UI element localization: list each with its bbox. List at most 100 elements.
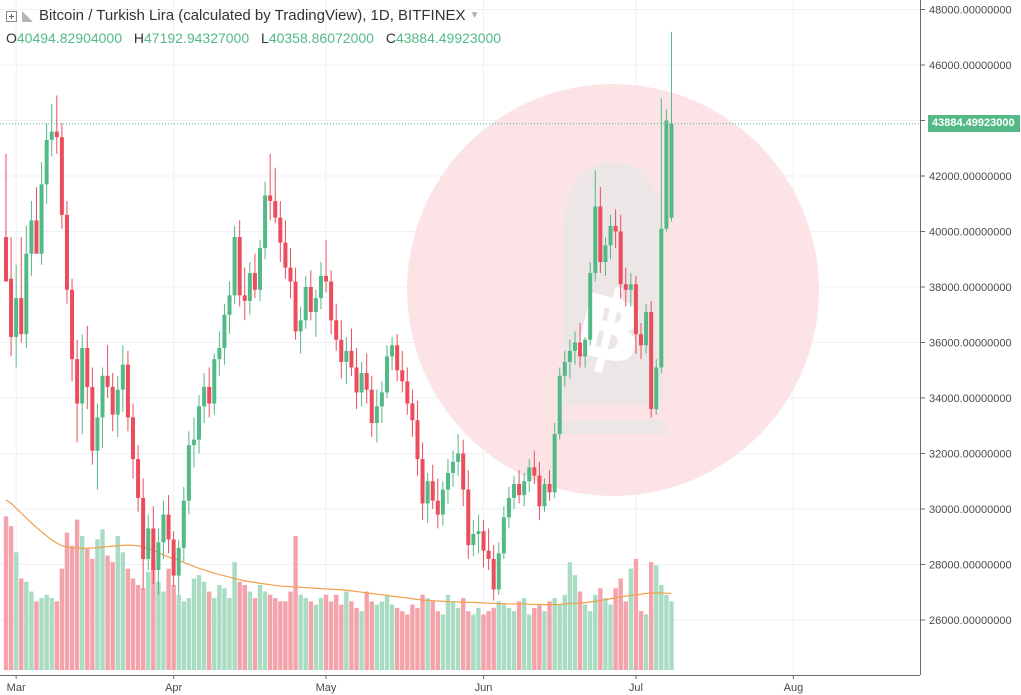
candle-body (100, 375, 105, 418)
caret-down-icon[interactable]: ▼ (469, 10, 480, 21)
candle-body (141, 497, 146, 559)
candle-body (628, 284, 633, 290)
candle (44, 123, 49, 204)
volume-bar (273, 598, 278, 670)
volume-bar (267, 594, 273, 670)
candle (293, 267, 298, 340)
candle (496, 542, 501, 596)
high-label: H (133, 30, 145, 46)
candle (339, 320, 344, 379)
volume-bar (90, 558, 95, 670)
candle (369, 375, 374, 437)
volume-bar (527, 614, 532, 670)
candle-body (491, 558, 496, 590)
candle (659, 98, 664, 374)
volume-bar (618, 578, 623, 670)
volume-bar (196, 575, 202, 670)
candle (385, 345, 389, 398)
candle (29, 200, 34, 276)
candle-body (364, 373, 369, 390)
volume-bar (34, 601, 39, 670)
price-tick-label: 36000.00000000 (929, 338, 1012, 350)
candle-body (39, 184, 44, 254)
candle-body (451, 461, 456, 473)
candle-body (572, 342, 577, 351)
close-label: C (385, 30, 396, 46)
close-value: 43884.49923000 (395, 30, 502, 46)
candle (456, 434, 461, 476)
volume-bar (130, 578, 136, 670)
candle-body (273, 200, 278, 218)
volume-bar (146, 571, 151, 670)
candle (598, 187, 603, 274)
candle-body (522, 481, 527, 496)
candle (390, 336, 395, 371)
candle-body (308, 287, 313, 312)
candle-body (110, 386, 115, 415)
low-label: L (261, 30, 269, 46)
candle-body (146, 528, 151, 559)
volume-bar (506, 607, 512, 670)
candle-body (176, 547, 181, 576)
volume-bar (486, 611, 491, 670)
price-tick-label: 34000.00000000 (929, 393, 1012, 405)
candle (263, 181, 268, 260)
volume-bar (359, 611, 364, 670)
candle (100, 367, 105, 448)
volume-bar (537, 604, 542, 670)
volume-bar (95, 539, 100, 670)
candle (623, 267, 628, 307)
candle-body (303, 287, 308, 321)
candle-body (405, 381, 410, 404)
candle-body (258, 248, 262, 290)
candle-body (466, 489, 471, 546)
candle (176, 539, 181, 596)
volume-bar (557, 604, 562, 670)
candle (486, 528, 491, 571)
volume-bar (105, 555, 110, 670)
volume-bar (445, 594, 451, 670)
candle (212, 353, 217, 415)
volume-bar (425, 598, 430, 670)
candle-body (90, 386, 95, 451)
collapse-icon[interactable] (6, 10, 17, 22)
candle-body (613, 225, 618, 232)
volume-bar (44, 594, 49, 670)
volume-bar (471, 614, 476, 670)
volume-bar (521, 598, 527, 670)
last-price-badge: 43884.49923000 (928, 115, 1020, 133)
volume-bar (516, 601, 522, 670)
candle-body (425, 481, 430, 504)
candle-body (131, 417, 135, 460)
price-tick-label: 46000.00000000 (929, 60, 1012, 72)
candle (156, 528, 161, 596)
volume-bar (161, 591, 166, 670)
candle (171, 531, 176, 587)
volume-bar (293, 535, 298, 670)
volume-bar (669, 601, 674, 670)
candle (252, 253, 257, 299)
candle-body (644, 311, 649, 346)
candle-body (232, 237, 237, 296)
candle-body (242, 295, 247, 301)
price-tick-label: 38000.00000000 (929, 282, 1012, 294)
candle (136, 445, 141, 512)
candle (313, 289, 318, 337)
candle (649, 300, 654, 418)
candle-body (298, 320, 303, 332)
candle (552, 422, 557, 498)
candle-body (588, 273, 593, 340)
candle-body (430, 481, 435, 501)
volume-bar (664, 594, 669, 670)
volume-bar (384, 594, 390, 670)
visibility-icon[interactable] (22, 10, 33, 22)
candle (639, 323, 643, 360)
volume-bar (166, 568, 171, 670)
volume-bar (318, 598, 324, 670)
volume-bar (613, 588, 618, 670)
volume-bar (59, 568, 65, 670)
candle-body (344, 350, 349, 362)
candle-body (440, 489, 445, 515)
